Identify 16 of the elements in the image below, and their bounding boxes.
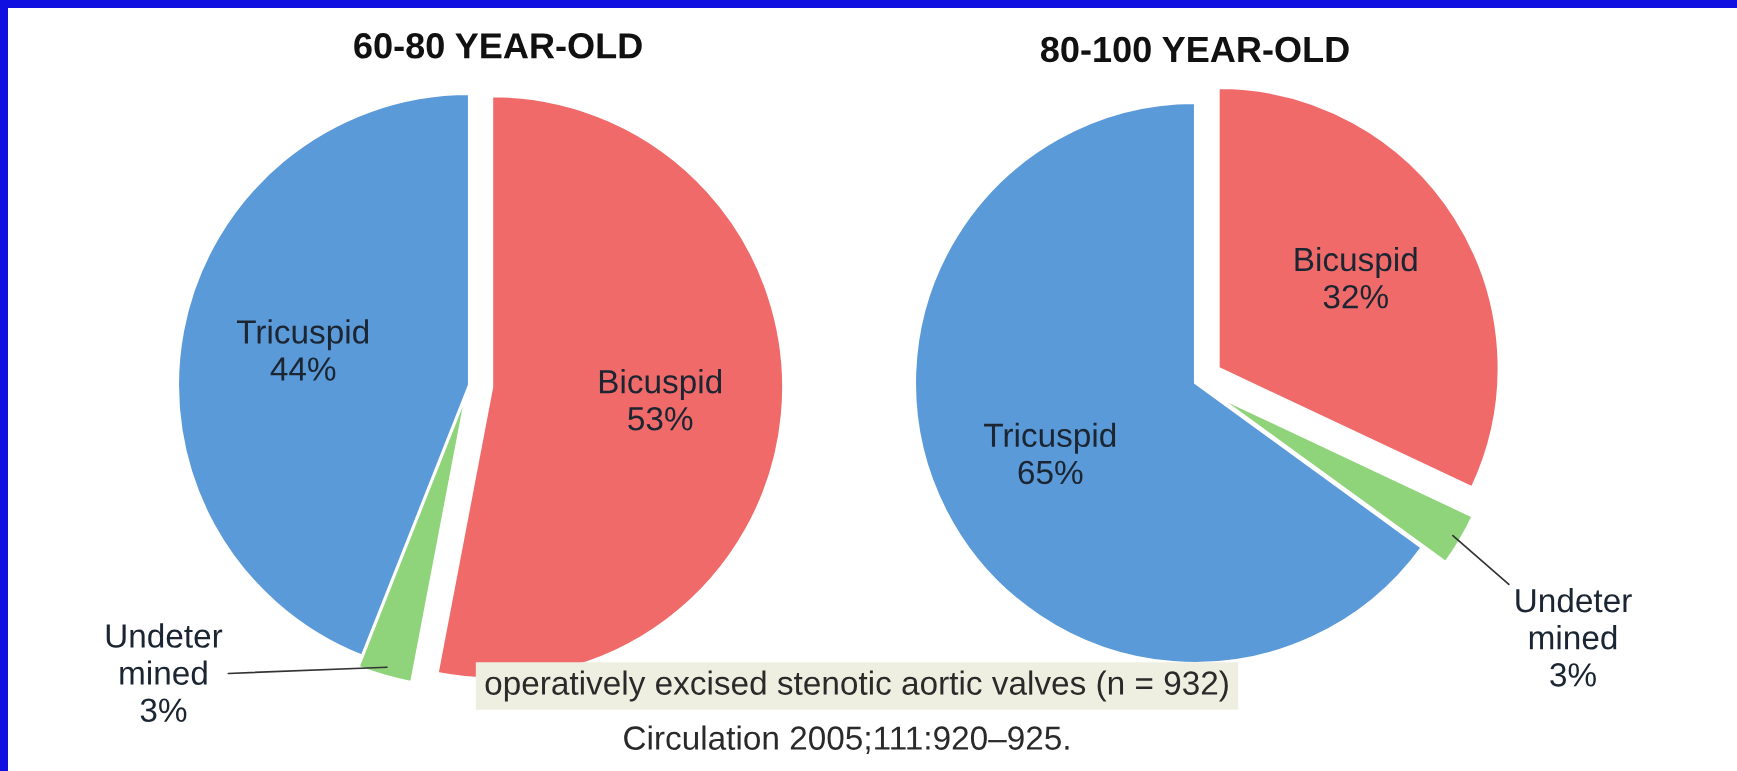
data-label: 65% (1018, 460, 1083, 485)
slice-label: Tricuspid (984, 422, 1116, 454)
slice-label: Bicuspid (599, 368, 722, 401)
text: Circulation 2005;111:920–925. (624, 725, 1069, 754)
slice-label: Tricuspid (236, 319, 369, 351)
chart-title: 60-80 YEAR-OLD (354, 33, 642, 59)
data-label: 32% (1323, 284, 1388, 309)
slice-label: Bicuspid (1295, 246, 1417, 278)
slice-label: Undeter mined (106, 623, 223, 685)
text: operatively excised stenotic aortic valves (n = 932) (485, 670, 1228, 702)
data-label: 3% (1550, 663, 1596, 687)
data-label: 53% (628, 406, 693, 431)
chart-title: 80-100 YEAR-OLD (1040, 36, 1349, 63)
slice-label: Undeter mined (1516, 587, 1632, 650)
data-label: 3% (140, 698, 187, 723)
data-label: 44% (270, 357, 336, 381)
